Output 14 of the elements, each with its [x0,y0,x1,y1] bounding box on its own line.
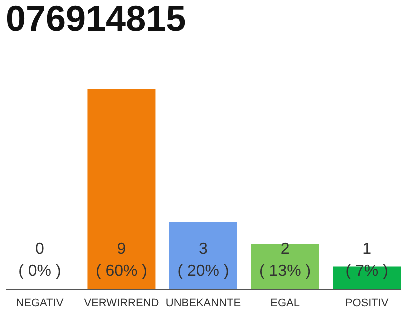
x-tick-label: POSITIV [345,298,390,310]
x-tick-label: VERWIRREND [84,298,160,310]
data-label: 1 ( 7% ) [346,241,388,280]
x-tick-label: NEGATIV [16,298,64,310]
data-label: 3 ( 20% ) [178,241,230,280]
bar [251,244,320,289]
data-label: 9 ( 60% ) [96,241,148,280]
data-label: 0 ( 0% ) [18,241,62,280]
x-tick-label: EGAL [270,298,300,310]
bar [88,89,156,289]
chart-title: 076914815 [6,0,186,39]
bar [170,222,238,289]
data-label: 2 ( 13% ) [259,241,312,280]
x-tick-label: UNBEKANNTE [166,298,242,310]
